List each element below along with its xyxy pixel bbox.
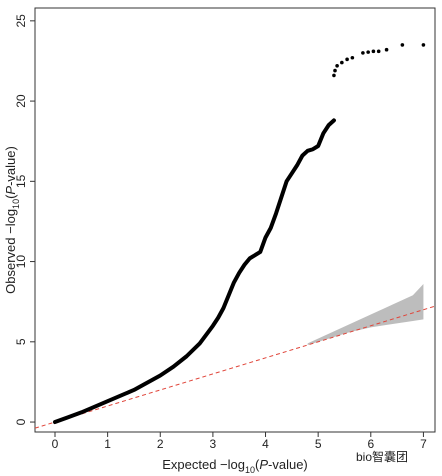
watermark: bio智囊团 [356, 449, 408, 464]
qq-point [371, 49, 376, 54]
y-tick-label: 25 [14, 14, 28, 28]
qq-line [53, 118, 336, 425]
axis-title-part: 10 [11, 199, 21, 209]
y-tick-label: 5 [14, 338, 28, 345]
y-tick-label: 10 [14, 255, 28, 269]
qq-point [366, 50, 370, 54]
y-tick-label: 15 [14, 174, 28, 188]
x-tick-label: 0 [52, 437, 59, 451]
qq-point [400, 43, 405, 47]
axis-title-part: P [259, 457, 268, 472]
confidence-band [307, 284, 424, 346]
qq-point [421, 43, 426, 47]
axis-title-part: P [3, 186, 18, 195]
qq-point [384, 47, 389, 52]
y-tick-label: 0 [14, 418, 28, 425]
axis-title-part: ( [255, 457, 260, 472]
axis-title-part: -value) [3, 146, 18, 186]
qq-point [361, 51, 365, 55]
qq-point [333, 68, 337, 73]
plot-frame [34, 7, 436, 433]
axis-title-part: Observed −log [3, 209, 18, 294]
x-label: Expected −log10(P-value) [162, 457, 308, 475]
x-tick-label: 5 [315, 437, 322, 451]
x-tick-label: 2 [157, 437, 164, 451]
x-tick-label: 6 [367, 437, 374, 451]
qq-point [376, 49, 381, 54]
qq-point [335, 63, 339, 68]
y-label: Observed −log10(P-value) [3, 146, 21, 294]
axis-title-part: -value) [268, 457, 308, 472]
x-tick-label: 3 [210, 437, 217, 451]
qq-point [340, 60, 344, 65]
qq-point [345, 57, 349, 62]
axis-title-part: ( [3, 194, 18, 199]
reference-line [34, 305, 436, 429]
axis-title-part: 10 [245, 465, 255, 475]
x-tick-label: 1 [104, 437, 111, 451]
qq-point [332, 73, 336, 78]
x-tick-label: 4 [262, 437, 269, 451]
y-tick-label: 20 [14, 94, 28, 108]
axis-title-part: Expected −log [162, 457, 245, 472]
x-tick-label: 7 [420, 437, 427, 451]
qq-point [350, 55, 355, 60]
